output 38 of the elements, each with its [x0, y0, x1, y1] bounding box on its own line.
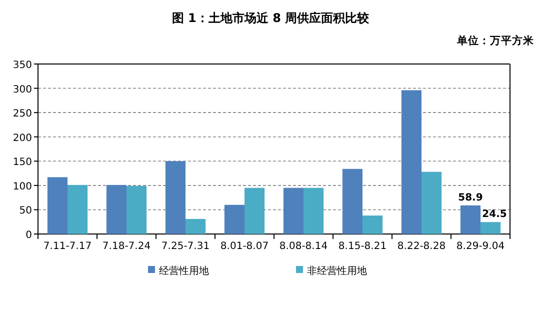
legend-label: 非经营性用地: [307, 265, 367, 277]
x-tick-label: 8.15-8.21: [338, 241, 387, 252]
x-tick-label: 8.29-9.04: [456, 241, 505, 252]
bar: [224, 204, 244, 234]
chart-title: 图 1：土地市场近 8 周供应面积比较: [172, 11, 370, 25]
legend-label: 经营性用地: [159, 265, 209, 277]
bar: [304, 188, 324, 234]
x-tick-label: 7.25-7.31: [161, 241, 210, 252]
chart-subtitle: 单位：万平方米: [456, 34, 535, 47]
bar: [480, 222, 501, 234]
y-tick-label: 350: [12, 60, 32, 71]
data-label: 58.9: [458, 192, 483, 204]
bar: [342, 168, 362, 234]
x-tick-label: 7.11-7.17: [43, 241, 92, 252]
data-label: 24.5: [482, 209, 507, 220]
x-tick-label: 8.01-8.07: [220, 241, 269, 252]
bar: [186, 218, 206, 234]
bar: [244, 188, 265, 234]
y-tick-label: 100: [12, 181, 32, 192]
y-tick-label: 0: [26, 230, 32, 241]
bar: [106, 184, 126, 234]
x-tick-label: 8.08-8.14: [279, 241, 328, 252]
x-tick-label: 7.18-7.24: [102, 241, 151, 252]
y-tick-label: 50: [19, 206, 32, 217]
bar: [126, 186, 147, 234]
x-tick-label: 8.22-8.28: [397, 241, 446, 252]
bar: [283, 188, 304, 234]
bar: [401, 90, 422, 234]
bar: [422, 172, 442, 234]
y-tick-label: 250: [12, 108, 32, 120]
bar: [47, 177, 68, 234]
bar: [460, 205, 480, 234]
bar: [165, 161, 186, 234]
y-tick-label: 150: [12, 157, 32, 168]
y-tick-label: 200: [12, 132, 32, 144]
bar: [362, 216, 383, 234]
y-tick-label: 300: [12, 84, 32, 96]
bar: [68, 184, 88, 234]
